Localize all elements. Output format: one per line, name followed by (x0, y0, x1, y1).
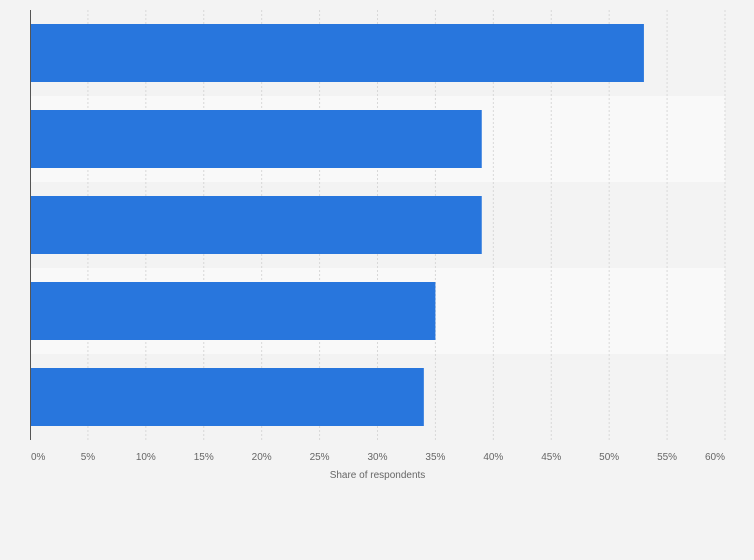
x-tick-label: 45% (541, 452, 561, 463)
x-tick-label: 20% (252, 452, 272, 463)
x-tick-label: 30% (367, 452, 387, 463)
bar[interactable] (30, 24, 644, 82)
x-tick-label: 15% (194, 452, 214, 463)
x-axis-title: Share of respondents (330, 470, 426, 481)
bar[interactable] (30, 282, 436, 340)
bars (30, 24, 644, 426)
x-tick-label: 50% (599, 452, 619, 463)
x-tick-label: 10% (136, 452, 156, 463)
x-tick-labels: 0% 5% 10% 15% 20% 25% 30% 35% 40% 45% 50% 55% 60% (31, 452, 725, 463)
x-tick-label: 25% (310, 452, 330, 463)
bar[interactable] (30, 196, 482, 254)
x-tick-label: 55% (657, 452, 677, 463)
x-tick-label: 35% (425, 452, 445, 463)
x-tick-label: 5% (81, 452, 96, 463)
bar[interactable] (30, 110, 482, 168)
x-tick-label: 60% (705, 452, 725, 463)
x-tick-label: 0% (31, 452, 46, 463)
x-tick-label: 40% (483, 452, 503, 463)
bar[interactable] (30, 368, 424, 426)
